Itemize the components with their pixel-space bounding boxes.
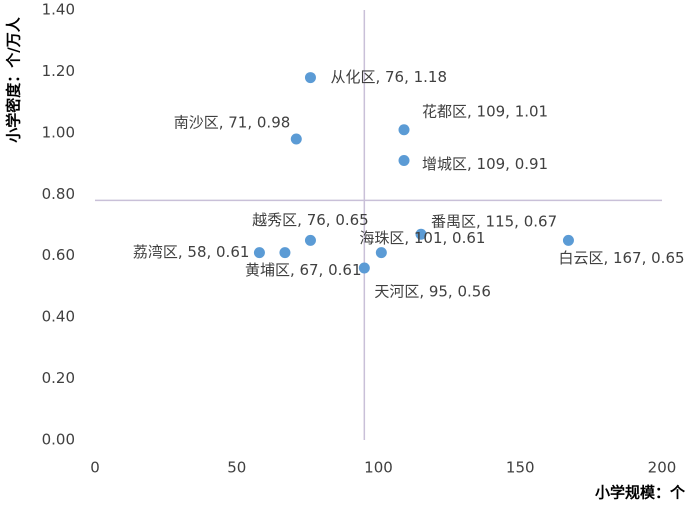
x-tick-label: 0: [90, 459, 100, 477]
point: [304, 234, 316, 246]
data-label: 南沙区, 71, 0.98: [174, 114, 291, 132]
y-tick-label: 1.00: [42, 123, 75, 141]
data-label: 越秀区, 76, 0.65: [252, 211, 369, 229]
y-tick-label: 0.20: [42, 369, 75, 387]
x-tick-label: 150: [506, 459, 535, 477]
y-tick-label: 0.40: [42, 308, 75, 326]
x-tick-label: 200: [648, 459, 677, 477]
data-label: 从化区, 76, 1.18: [330, 68, 447, 86]
data-label: 番禺区, 115, 0.67: [431, 213, 557, 231]
point: [398, 124, 410, 136]
point: [398, 155, 410, 166]
y-tick-label: 0.00: [42, 431, 75, 449]
data-label: 黄埔区, 67, 0.61: [245, 261, 362, 279]
data-label: 增城区, 109, 0.91: [422, 155, 548, 173]
x-axis-title: 小学规模：个: [595, 484, 686, 502]
point: [375, 247, 387, 259]
y-tick-label: 1.20: [42, 62, 75, 80]
data-label: 白云区, 167, 0.65: [558, 249, 684, 267]
point: [562, 234, 574, 246]
data-label: 海珠区, 101, 0.61: [359, 229, 485, 247]
y-axis-title: 小学密度：个/万人: [5, 16, 23, 142]
point: [358, 262, 370, 274]
y-tick-label: 0.60: [42, 246, 75, 264]
data-label: 天河区, 95, 0.56: [374, 283, 491, 301]
point: [304, 72, 316, 84]
point: [279, 247, 291, 259]
point: [290, 133, 302, 145]
point: [253, 247, 265, 259]
x-tick-label: 50: [227, 459, 246, 477]
data-label: 荔湾区, 58, 0.61: [133, 243, 250, 261]
y-tick-label: 0.80: [42, 185, 75, 203]
y-tick-label: 1.40: [42, 1, 75, 19]
data-label: 花都区, 109, 1.01: [422, 102, 548, 120]
point: [415, 228, 427, 240]
x-tick-label: 100: [364, 459, 393, 477]
